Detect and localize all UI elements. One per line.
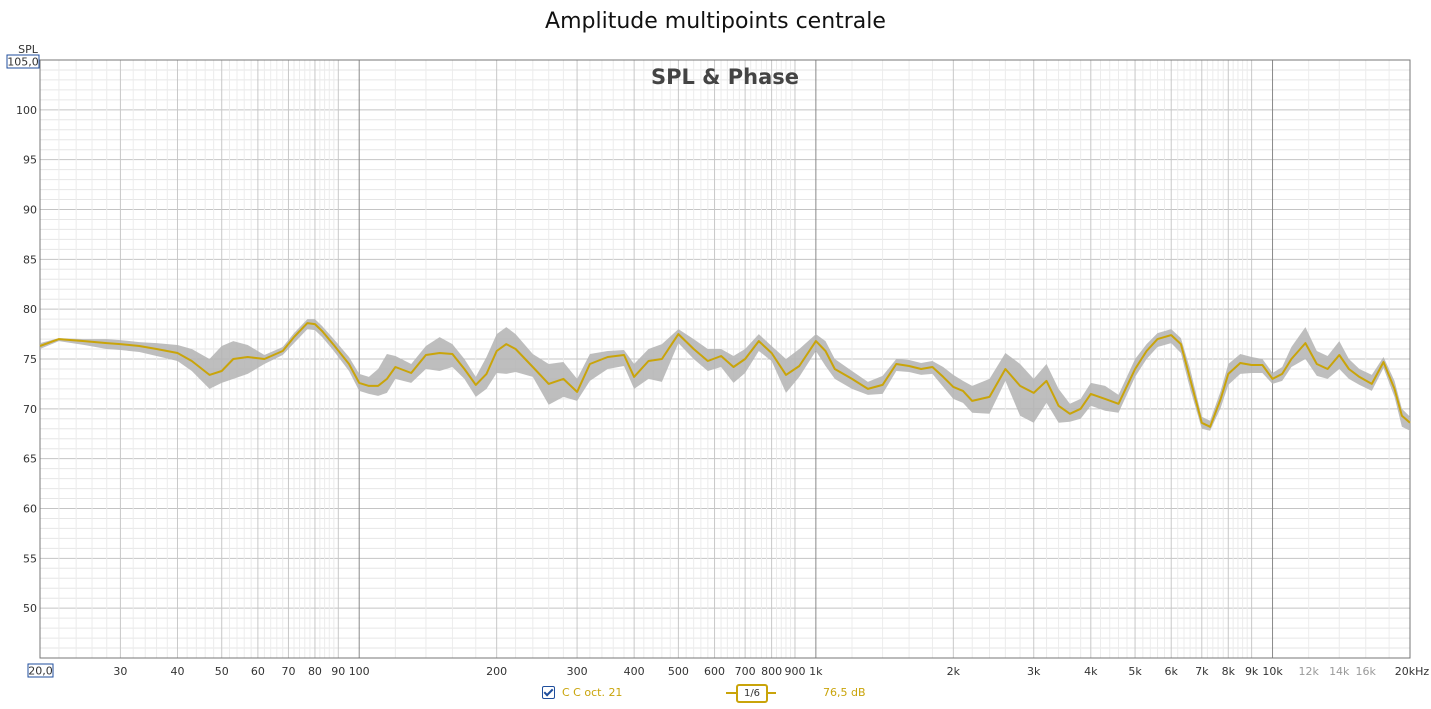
y-tick-label: 95 (23, 154, 37, 167)
x-tick-label: 14k (1329, 665, 1350, 678)
x-tick-label: 70 (281, 665, 295, 678)
y-tick-label: 80 (23, 303, 37, 316)
x-tick-label: 30 (113, 665, 127, 678)
chart-title: Amplitude multipoints centrale (545, 9, 886, 34)
x-tick-label: 50 (215, 665, 229, 678)
x-tick-label: 80 (308, 665, 322, 678)
x-tick-label: 600 (704, 665, 725, 678)
x-tick-label: 300 (567, 665, 588, 678)
x-tick-label: 20kHz (1395, 665, 1430, 678)
y-axis-label: SPL (18, 43, 39, 56)
x-tick-label: 60 (251, 665, 265, 678)
y-tick-label: 65 (23, 453, 37, 466)
x-tick-label: 5k (1128, 665, 1142, 678)
range-band (40, 319, 1410, 431)
x-tick-label: 90 (331, 665, 345, 678)
y-max-box[interactable] (6, 54, 40, 69)
x-tick-label: 7k (1195, 665, 1209, 678)
y-tick-label: 70 (23, 403, 37, 416)
x-tick-label: 8k (1222, 665, 1236, 678)
x-tick-label: 500 (668, 665, 689, 678)
y-tick-label: 55 (23, 552, 37, 565)
chart-subtitle: SPL & Phase (651, 65, 799, 89)
x-tick-label: 6k (1165, 665, 1179, 678)
x-min-value: 20,0 (28, 665, 53, 678)
x-tick-label: 4k (1084, 665, 1098, 678)
y-tick-label: 90 (23, 204, 37, 217)
series-line-c-c-oct-21 (39, 322, 1411, 428)
x-tick-label: 10k (1262, 665, 1283, 678)
x-tick-label: 1k (809, 665, 823, 678)
plot-frame (39, 59, 1411, 659)
y-tick-label: 100 (16, 104, 37, 117)
y-max-value: 105,0 (7, 56, 39, 69)
y-tick-labels: 100 95 90 85 80 75 70 65 60 55 50 (16, 104, 37, 615)
x-min-box[interactable] (27, 663, 54, 678)
x-tick-label: 9k (1245, 665, 1259, 678)
x-tick-label: 3k (1027, 665, 1041, 678)
x-tick-labels: 30 40 50 60 70 80 90 100 200 300 400 500 600 700 800 90… (113, 665, 1429, 678)
x-tick-label: 40 (170, 665, 184, 678)
series-visibility-checkbox[interactable] (542, 686, 555, 699)
x-tick-label: 900 (784, 665, 805, 678)
y-tick-label: 85 (23, 253, 37, 266)
x-tick-label: 16k (1356, 665, 1377, 678)
y-tick-label: 50 (23, 602, 37, 615)
x-tick-label: 700 (735, 665, 756, 678)
smoothing-indicator[interactable]: 1/6 (726, 684, 776, 703)
x-tick-label: 400 (624, 665, 645, 678)
series-line-layer (39, 322, 1411, 428)
x-tick-label: 2k (947, 665, 961, 678)
y-tick-label: 60 (23, 503, 37, 516)
legend-series-name[interactable]: C C oct. 21 (562, 686, 623, 699)
x-tick-label: 200 (486, 665, 507, 678)
legend-level-value: 76,5 dB (823, 686, 866, 699)
x-tick-label: 800 (761, 665, 782, 678)
smoothing-value: 1/6 (736, 684, 768, 703)
y-tick-label: 75 (23, 353, 37, 366)
x-tick-label: 12k (1299, 665, 1320, 678)
legend-bar: C C oct. 21 1/6 76,5 dB (0, 684, 1431, 704)
measurement-range-band (40, 319, 1410, 431)
x-tick-label: 100 (349, 665, 370, 678)
